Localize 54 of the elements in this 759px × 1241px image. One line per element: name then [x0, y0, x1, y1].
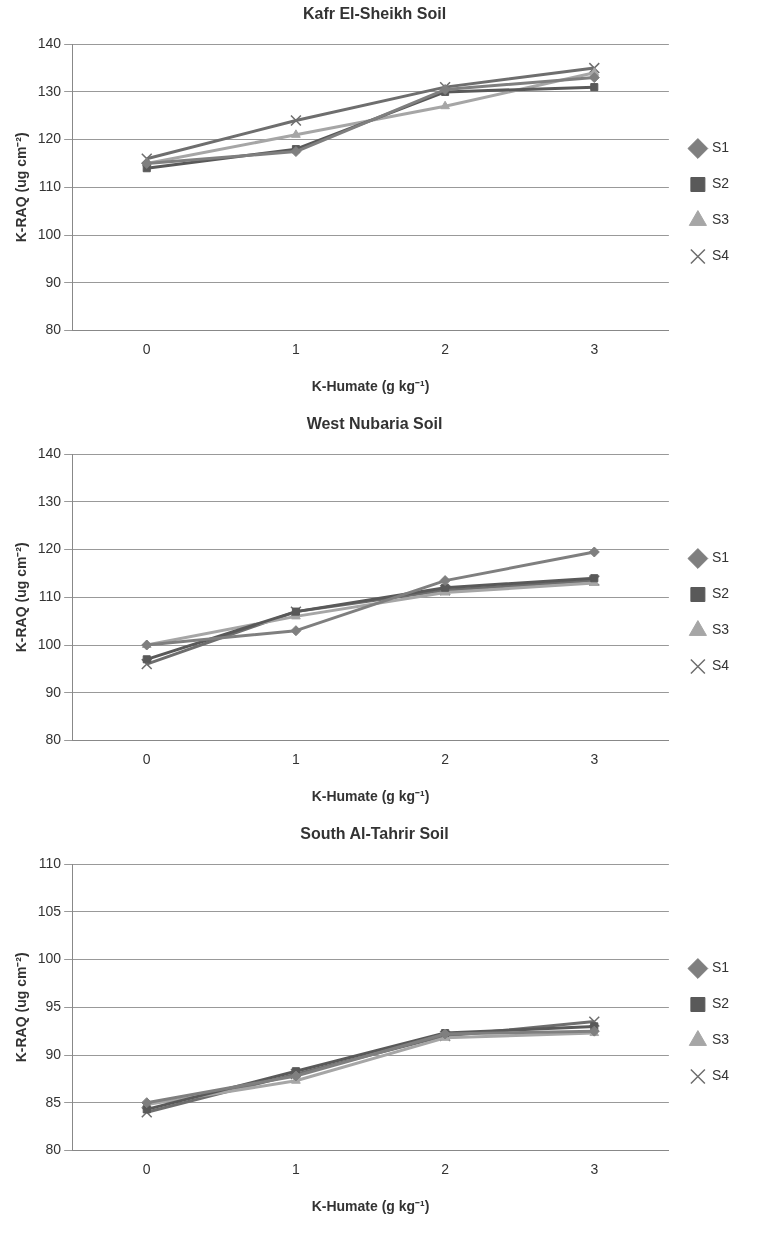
legend-label: S4	[711, 657, 730, 674]
y-tick-label: 105	[37, 902, 62, 919]
y-tick-label: 100	[37, 635, 62, 652]
y-tick-label: 130	[37, 492, 62, 509]
legend-label: S1	[711, 139, 730, 156]
x-tick-label: 1	[292, 750, 301, 767]
y-tick-label: 110	[38, 588, 62, 605]
x-tick-label: 1	[292, 1160, 301, 1177]
y-tick-label: 120	[37, 540, 62, 557]
y-tick-label: 80	[45, 321, 62, 338]
chart-title: South Al-Tahrir Soil	[300, 825, 449, 843]
x-tick-label: 0	[142, 1160, 151, 1177]
legend-label: S1	[711, 549, 730, 566]
y-axis-title: K-RAQ (ug cm⁻²)	[13, 132, 30, 243]
y-tick-label: 120	[37, 130, 62, 147]
y-tick-label: 90	[45, 273, 62, 290]
legend-label: S3	[711, 621, 730, 638]
y-axis-title: K-RAQ (ug cm⁻²)	[13, 952, 30, 1063]
y-tick-label: 110	[38, 178, 62, 195]
legend-label: S2	[711, 995, 730, 1012]
y-tick-label: 90	[45, 1045, 62, 1062]
chart-title: West Nubaria Soil	[306, 415, 443, 433]
legend-label: S1	[711, 959, 730, 976]
y-tick-label: 110	[38, 855, 62, 872]
x-tick-label: 0	[142, 750, 151, 767]
legend-label: S4	[711, 247, 730, 264]
legend-label: S3	[711, 211, 730, 228]
x-tick-label: 2	[441, 750, 450, 767]
x-axis-title: K-Humate (g kg⁻¹)	[311, 1198, 430, 1215]
legend-label: S4	[711, 1067, 730, 1084]
y-tick-label: 95	[45, 998, 62, 1015]
y-tick-label: 80	[45, 731, 62, 748]
y-tick-label: 140	[37, 445, 62, 462]
x-tick-label: 1	[292, 340, 301, 357]
y-tick-label: 140	[37, 35, 62, 52]
x-tick-label: 2	[441, 1160, 450, 1177]
y-tick-label: 100	[37, 225, 62, 242]
legend-label: S3	[711, 1031, 730, 1048]
x-tick-label: 0	[142, 340, 151, 357]
legend-label: S2	[711, 585, 730, 602]
chart-title: Kafr El-Sheikh Soil	[302, 5, 447, 23]
x-tick-label: 3	[590, 340, 599, 357]
y-tick-label: 85	[45, 1093, 62, 1110]
legend-label: S2	[711, 175, 730, 192]
x-axis-title: K-Humate (g kg⁻¹)	[311, 378, 430, 395]
x-tick-label: 2	[441, 340, 450, 357]
y-tick-label: 130	[37, 82, 62, 99]
y-axis-title: K-RAQ (ug cm⁻²)	[13, 542, 30, 653]
x-tick-label: 3	[590, 750, 599, 767]
y-tick-label: 100	[37, 950, 62, 967]
y-tick-label: 80	[45, 1141, 62, 1158]
x-tick-label: 3	[590, 1160, 599, 1177]
x-axis-title: K-Humate (g kg⁻¹)	[311, 788, 430, 805]
y-tick-label: 90	[45, 683, 62, 700]
